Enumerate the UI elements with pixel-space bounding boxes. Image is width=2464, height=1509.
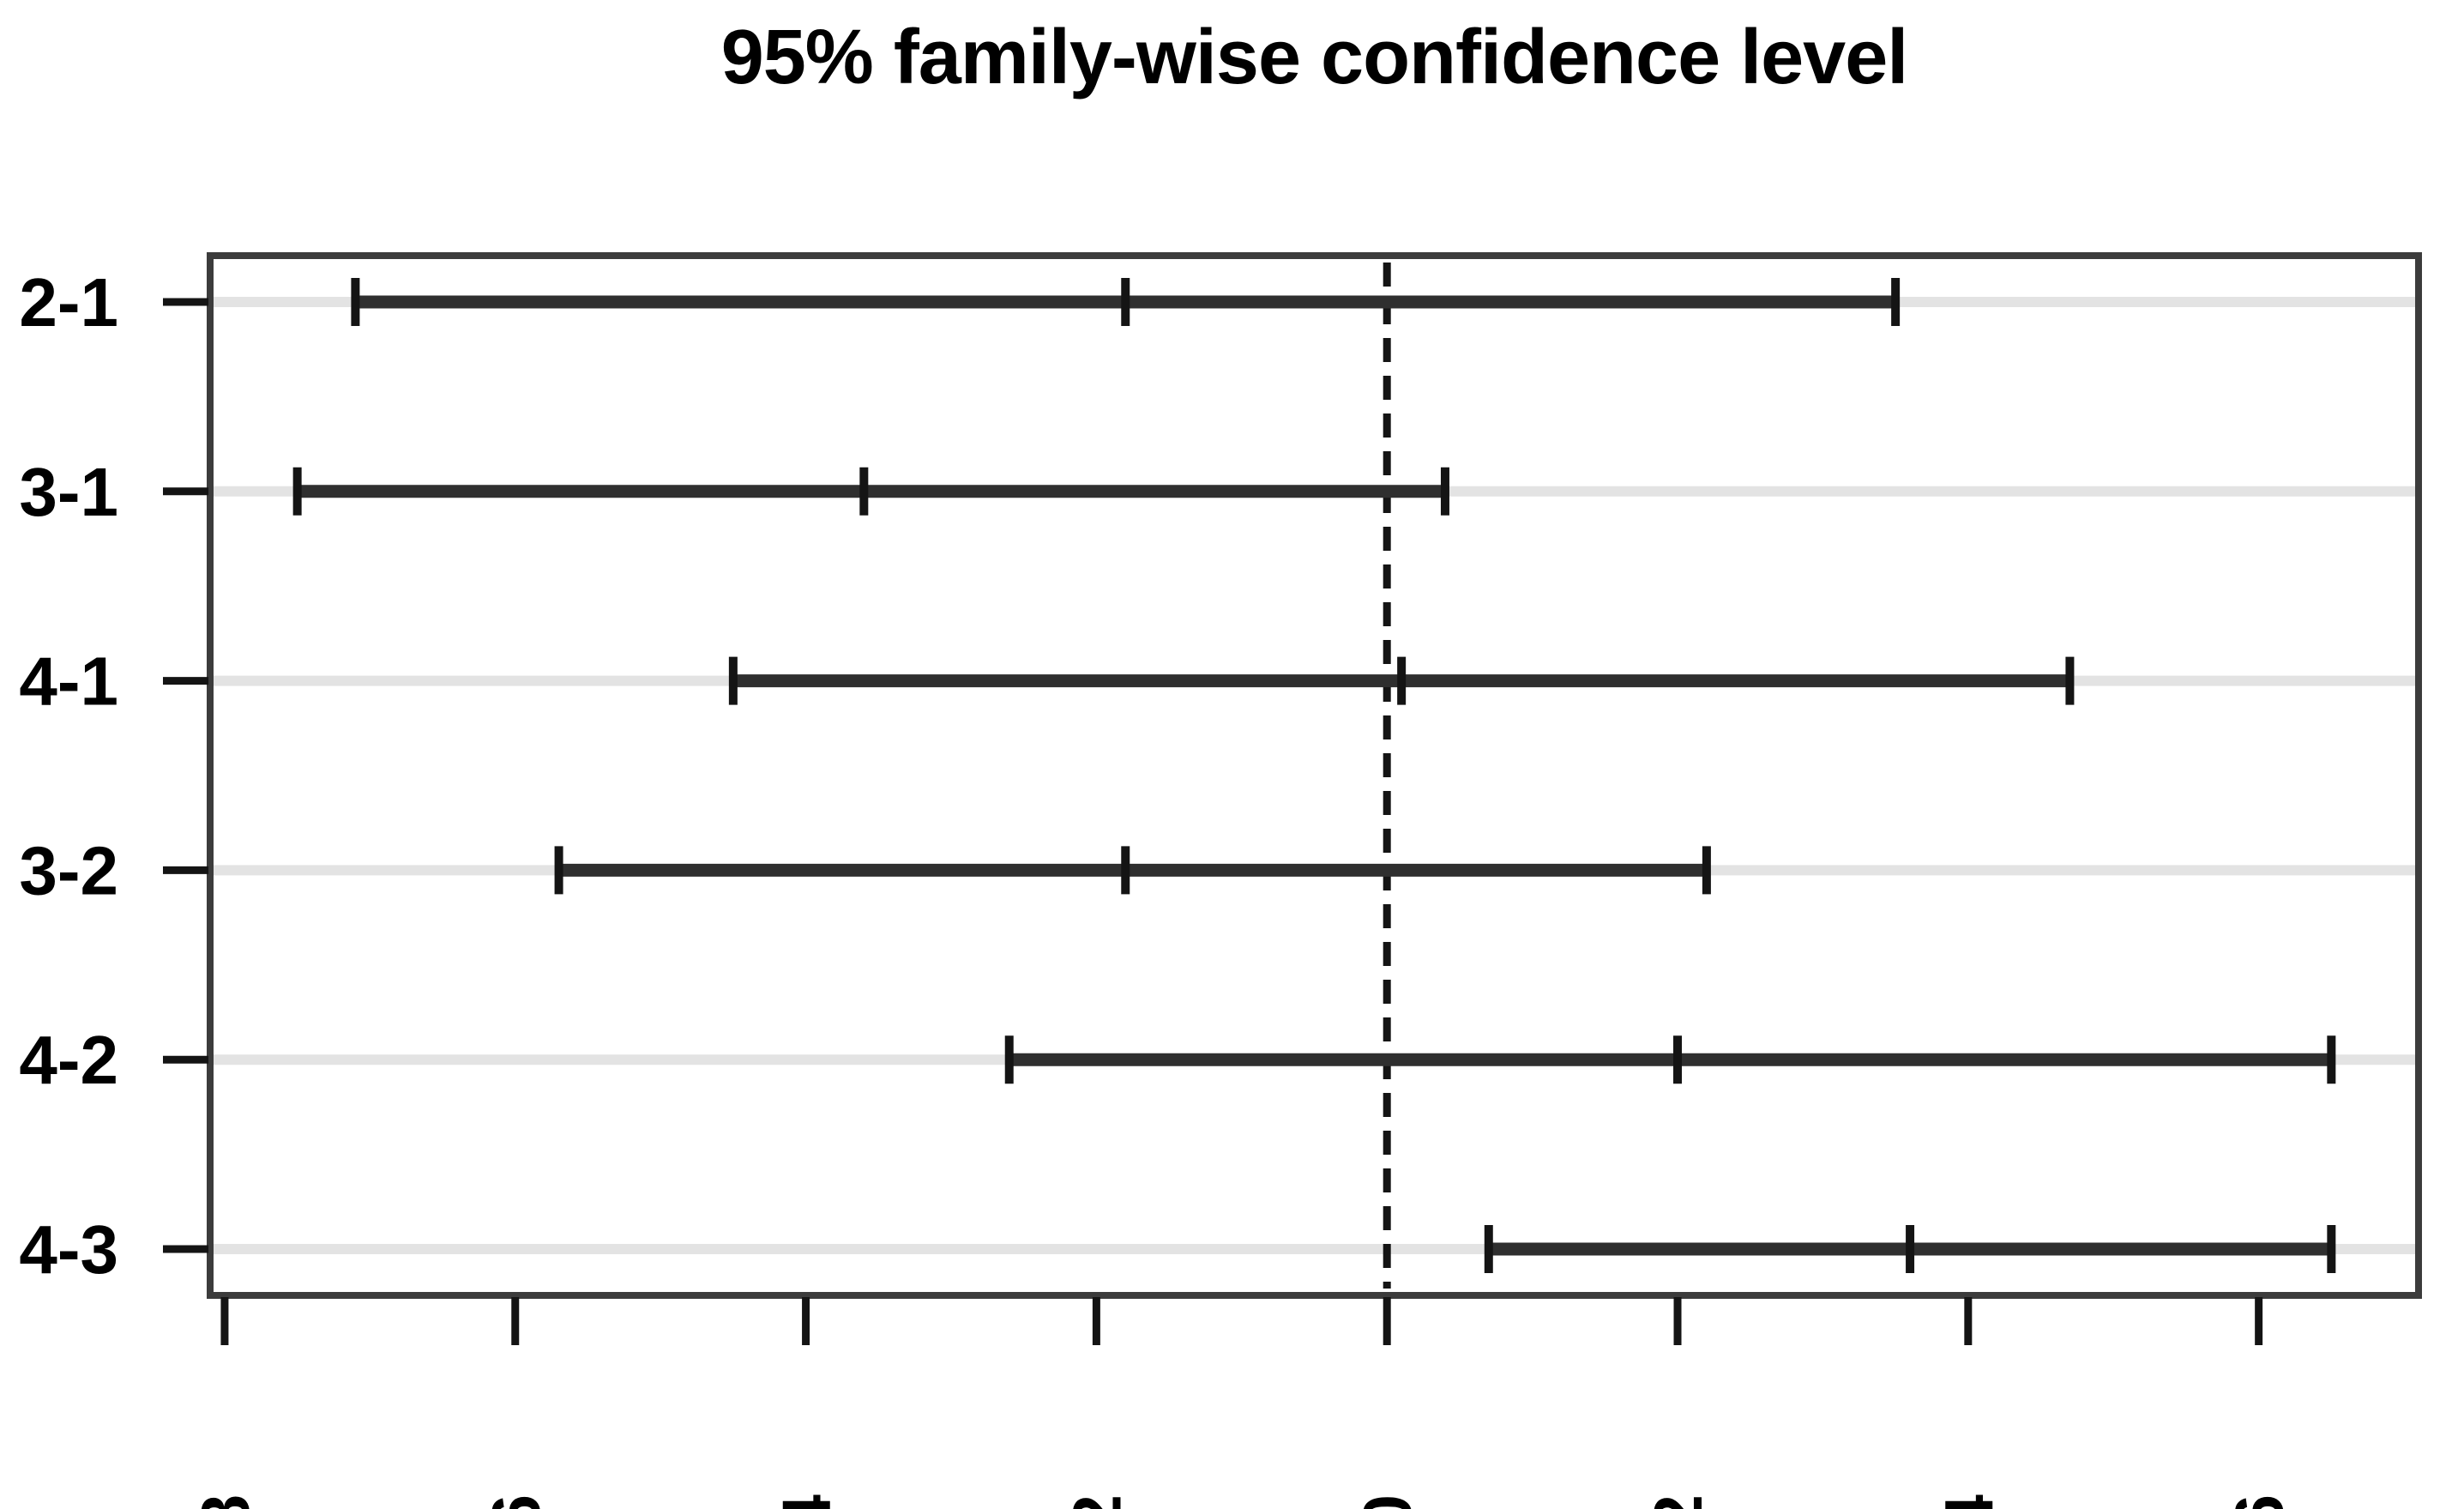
plot-frame [207,252,2422,1299]
ci-row-3-2 [554,846,1711,895]
x-tick-label: -0.4 [768,1494,845,1509]
x-tick-label: -0.2 [1058,1494,1135,1509]
y-tick-label: 4-1 [19,643,118,720]
chart-title: 95% family-wise confidence level [720,15,1909,100]
y-tick-label: 2-1 [19,264,118,341]
y-tick-label: 3-2 [19,832,118,908]
x-tick-label: 0.0 [1349,1494,1425,1509]
y-tick-label: 4-2 [19,1022,118,1098]
x-tick-label: 0.6 [2221,1494,2298,1509]
ci-row-4-2 [1004,1035,2336,1084]
y-tick-label: 4-3 [19,1211,118,1288]
x-tick-label: -0.6 [478,1494,554,1509]
x-tick-label: -0.8 [187,1494,263,1509]
ci-row-3-1 [292,467,1449,516]
ci-row-2-1 [351,278,1901,326]
y-tick-label: 3-1 [19,454,118,530]
x-tick-label: 0.2 [1640,1494,1716,1509]
x-tick-label: 0.4 [1931,1494,2007,1509]
ci-row-4-1 [728,656,2075,705]
ci-row-4-3 [1484,1225,2336,1273]
